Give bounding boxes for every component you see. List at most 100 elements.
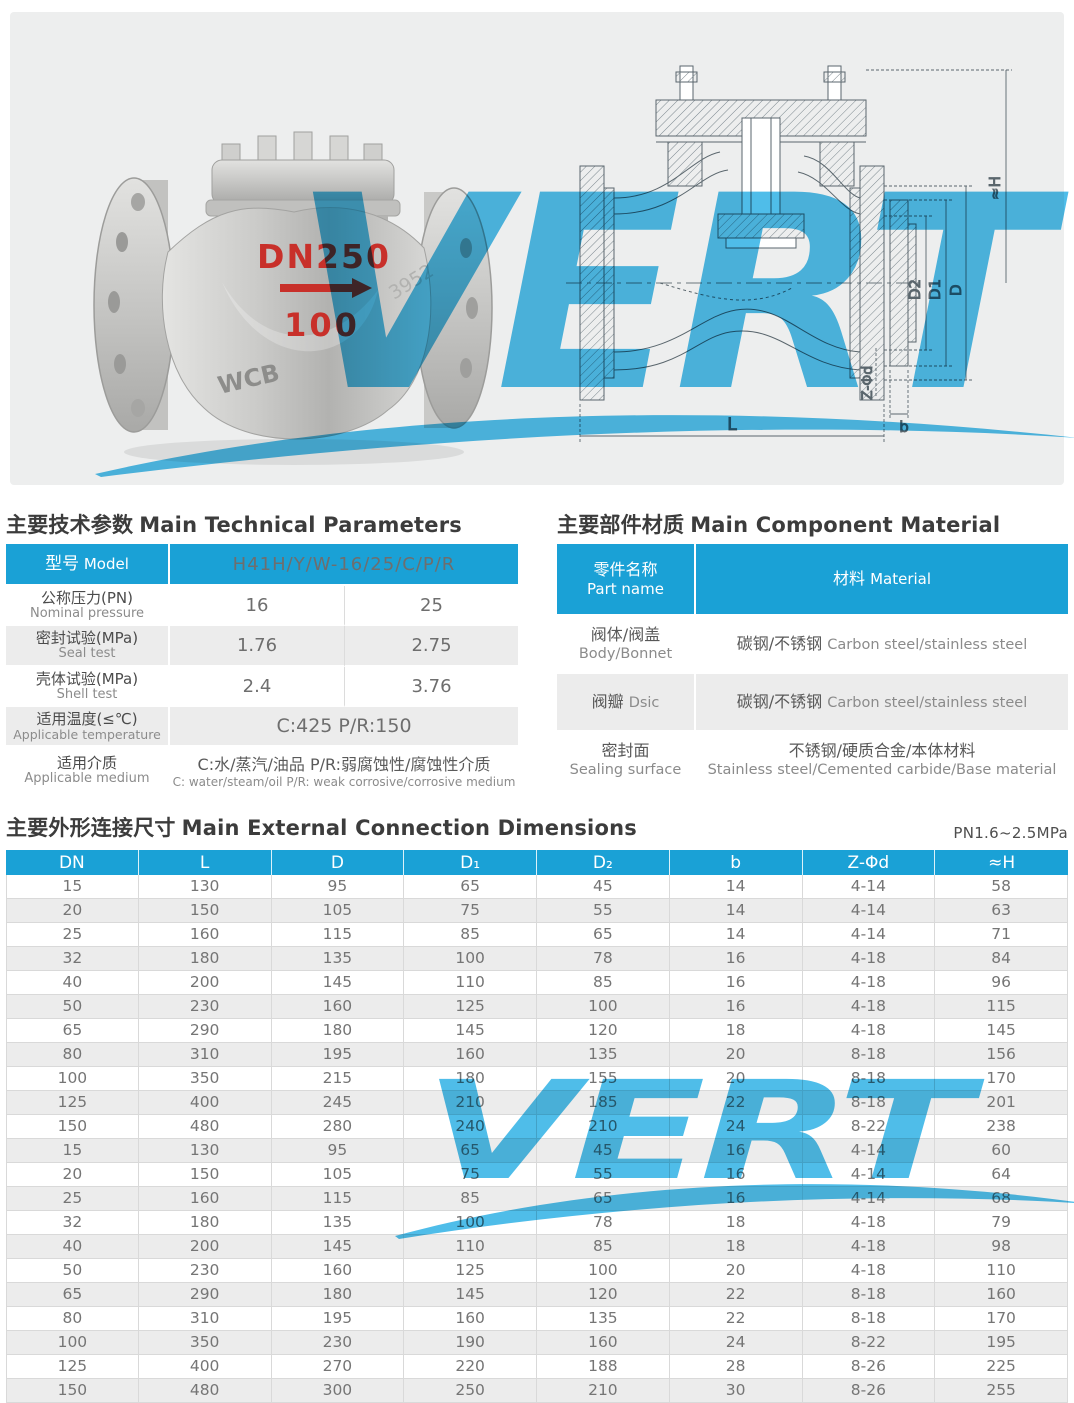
dim-cell: 210 xyxy=(537,1379,670,1403)
dim-cell: 84 xyxy=(935,947,1068,971)
dim-cell: 150 xyxy=(6,1379,139,1403)
dim-cell: 280 xyxy=(271,1115,405,1139)
value-cell: 2.75 xyxy=(344,626,518,667)
dim-cell: 85 xyxy=(537,1235,670,1259)
dim-cell: 135 xyxy=(537,1307,670,1331)
dim-cell: 150 xyxy=(138,1163,272,1187)
dim-cell: 24 xyxy=(669,1331,803,1355)
dim-row: 125 400 270 220 188 28 8-26 225 xyxy=(6,1355,1068,1379)
dim-row: 25 160 115 85 65 14 4-14 71 xyxy=(6,923,1068,947)
dim-cell: 230 xyxy=(271,1331,405,1355)
dim-cell: 160 xyxy=(138,1187,272,1211)
pn-rating-note: PN1.6~2.5MPa xyxy=(953,824,1068,842)
dim-cell: 65 xyxy=(537,1187,670,1211)
material-cell: 不锈钢/硬质合金/本体材料 Stainless steel/Cemented c… xyxy=(696,732,1068,791)
value-cell: 1.76 xyxy=(170,626,344,667)
dim-cell: 160 xyxy=(404,1043,537,1067)
material-cell: 碳钢/不锈钢 Carbon steel/stainless steel xyxy=(696,674,1068,732)
tech-params-title-zh: 主要技术参数 xyxy=(6,513,134,537)
dim-cell: 30 xyxy=(669,1379,803,1403)
dim-cell: 135 xyxy=(537,1043,670,1067)
dim-cell: 145 xyxy=(271,971,405,995)
dim-cell: 130 xyxy=(138,875,272,899)
dim-cell: 180 xyxy=(404,1067,537,1091)
dim-cell: 190 xyxy=(404,1331,537,1355)
photo-100-text: 100 xyxy=(284,306,360,344)
dim-cell: 16 xyxy=(669,1187,803,1211)
dim-cell: 22 xyxy=(669,1307,803,1331)
row-label-cell: 密封试验(MPa) Seal test xyxy=(6,626,170,667)
dim-cell: 22 xyxy=(669,1283,803,1307)
dim-cell: 100 xyxy=(404,947,537,971)
dim-cell: 60 xyxy=(935,1139,1068,1163)
dim-cell: 400 xyxy=(138,1091,272,1115)
dim-row: 125 400 245 210 185 22 8-18 201 xyxy=(6,1091,1068,1115)
dim-cell: 100 xyxy=(6,1331,139,1355)
dim-cell: 4-14 xyxy=(802,923,936,947)
dim-cell: 98 xyxy=(935,1235,1068,1259)
tech-params-table: 型号 Model H41H/Y/W-16/25/C/P/R 公称压力(PN) N… xyxy=(6,544,518,795)
dim-cell: 100 xyxy=(404,1211,537,1235)
dim-cell: 65 xyxy=(404,1139,537,1163)
dim-cell: 245 xyxy=(271,1091,405,1115)
valve-photo: DN250 100 WCB 3952 xyxy=(93,131,493,465)
dim-cell: 160 xyxy=(935,1283,1068,1307)
dim-cell: 50 xyxy=(6,995,139,1019)
dim-cell: 145 xyxy=(271,1235,405,1259)
model-value-cell: H41H/Y/W-16/25/C/P/R xyxy=(170,544,518,586)
value-cell: C:水/蒸汽/油品 P/R:弱腐蚀性/腐蚀性介质 C: water/steam/… xyxy=(170,747,518,795)
dim-cell: 22 xyxy=(669,1091,803,1115)
row-label-cell: 适用温度(≤℃) Applicable temperature xyxy=(6,707,170,747)
dim-cell: 78 xyxy=(537,947,670,971)
dim-cell: 185 xyxy=(537,1091,670,1115)
tech-row-shell-test: 壳体试验(MPa) Shell test 2.4 3.76 xyxy=(6,667,518,707)
dim-row: 20 150 105 75 55 16 4-14 64 xyxy=(6,1163,1068,1187)
dim-cell: 20 xyxy=(6,1163,139,1187)
drawing-dim-d1-label: D1 xyxy=(926,279,944,300)
dim-cell: 145 xyxy=(404,1283,537,1307)
dim-column-header: D xyxy=(272,850,405,875)
dim-cell: 290 xyxy=(138,1283,272,1307)
photo-size-marking: DN250 100 xyxy=(257,237,389,344)
dim-column-header: Z-Φd xyxy=(803,850,936,875)
dim-cell: 14 xyxy=(669,899,803,923)
dim-cell: 155 xyxy=(537,1067,670,1091)
tech-params-title-en: Main Technical Parameters xyxy=(139,513,462,537)
dim-row: 15 130 95 65 45 14 4-14 58 xyxy=(6,875,1068,899)
materials-title-en: Main Component Material xyxy=(690,513,1001,537)
dim-cell: 215 xyxy=(271,1067,405,1091)
dim-row: 40 200 145 110 85 16 4-18 96 xyxy=(6,971,1068,995)
dim-cell: 170 xyxy=(935,1307,1068,1331)
dim-cell: 160 xyxy=(138,923,272,947)
dim-cell: 310 xyxy=(138,1043,272,1067)
materials-title-zh: 主要部件材质 xyxy=(557,513,685,537)
dim-cell: 125 xyxy=(404,1259,537,1283)
dim-cell: 115 xyxy=(935,995,1068,1019)
dim-cell: 45 xyxy=(537,875,670,899)
dim-column-header: D₁ xyxy=(404,850,537,875)
dim-cell: 96 xyxy=(935,971,1068,995)
dim-cell: 201 xyxy=(935,1091,1068,1115)
tech-row-medium: 适用介质 Applicable medium C:水/蒸汽/油品 P/R:弱腐蚀… xyxy=(6,747,518,795)
dim-cell: 8-18 xyxy=(802,1307,936,1331)
drawing-disc xyxy=(717,213,805,239)
dimensions-title: 主要外形连接尺寸 Main External Connection Dimensi… xyxy=(6,816,637,840)
dim-cell: 160 xyxy=(404,1307,537,1331)
row-label-cell: 壳体试验(MPa) Shell test xyxy=(6,667,170,707)
photo-arrow-icon xyxy=(280,278,372,298)
dim-cell: 63 xyxy=(935,899,1068,923)
dim-cell: 4-18 xyxy=(802,995,936,1019)
dim-cell: 8-18 xyxy=(802,1043,936,1067)
dim-cell: 4-14 xyxy=(802,1139,936,1163)
dim-cell: 18 xyxy=(669,1235,803,1259)
dim-row: 100 350 215 180 155 20 8-18 170 xyxy=(6,1067,1068,1091)
tech-row-temperature: 适用温度(≤℃) Applicable temperature C:425 P/… xyxy=(6,707,518,747)
dim-cell: 180 xyxy=(138,947,272,971)
value-cell: 3.76 xyxy=(344,667,518,707)
value-cell: 25 xyxy=(344,586,518,626)
dim-cell: 180 xyxy=(138,1211,272,1235)
valve-technical-drawing: D2 D1 D ≈H L b Z-Φd xyxy=(566,65,1012,442)
dim-cell: 125 xyxy=(6,1355,139,1379)
dim-cell: 188 xyxy=(537,1355,670,1379)
tech-row-seal-test: 密封试验(MPa) Seal test 1.76 2.75 xyxy=(6,626,518,667)
